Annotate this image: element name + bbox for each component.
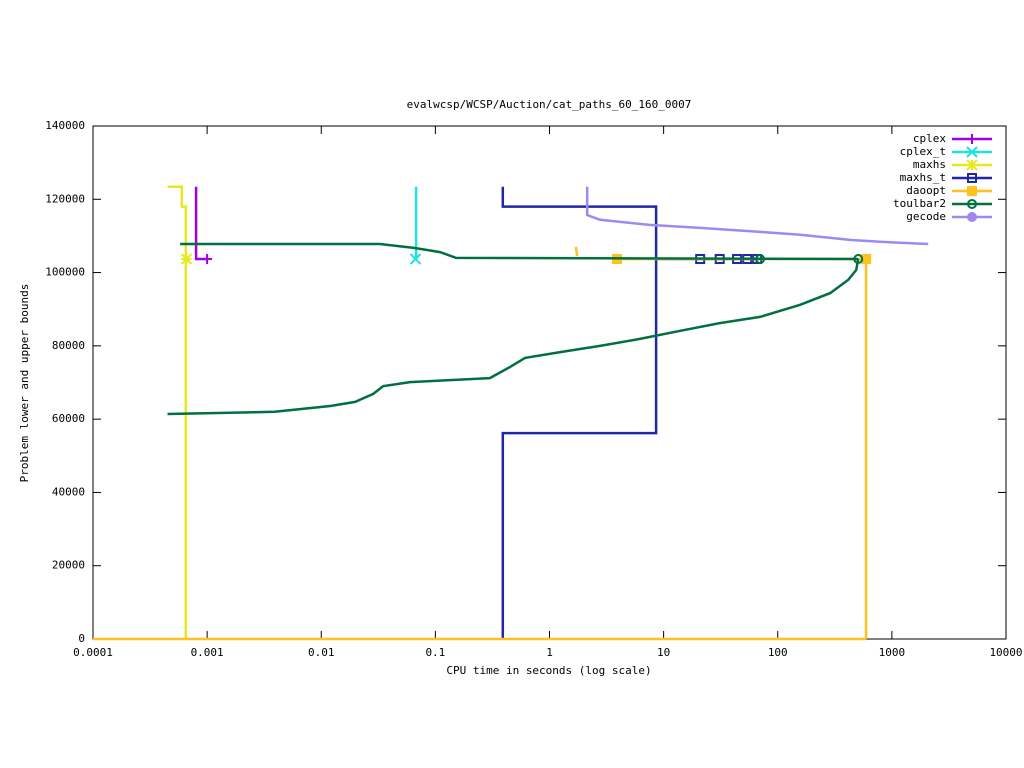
y-tick-label: 0	[78, 632, 85, 645]
marker	[409, 253, 422, 265]
plot-frame	[92, 125, 1007, 640]
legend-marker	[966, 159, 978, 171]
y-tick-label: 20000	[52, 559, 85, 572]
x-tick-label: 10000	[989, 646, 1022, 659]
y-tick-label: 60000	[52, 412, 85, 425]
series-line	[167, 242, 860, 416]
x-tick-label: 1	[546, 646, 553, 659]
y-tick-label: 120000	[45, 192, 85, 205]
legend-marker	[967, 173, 977, 183]
x-tick-label: 0.01	[308, 646, 335, 659]
x-tick-label: 0.1	[425, 646, 445, 659]
legend-label: cplex_t	[900, 145, 946, 158]
legend-marker	[967, 199, 977, 209]
marker	[755, 254, 766, 265]
y-tick-label: 40000	[52, 485, 85, 498]
series-line	[167, 185, 188, 639]
legend-label: cplex	[913, 132, 946, 145]
x-tick-label: 1000	[879, 646, 906, 659]
x-tick-label: 100	[768, 646, 788, 659]
y-tick-label: 140000	[45, 119, 85, 132]
legend-marker	[966, 146, 978, 158]
chart-title: evalwcsp/WCSP/Auction/cat_paths_60_160_0…	[407, 98, 692, 111]
legend-marker	[967, 134, 977, 144]
legend-label: daoopt	[906, 184, 946, 197]
series-line	[93, 246, 868, 641]
legend-marker	[967, 212, 977, 222]
legend-label: maxhs_t	[900, 171, 946, 184]
legend-label: toulbar2	[893, 197, 946, 210]
legend-label: maxhs	[913, 158, 946, 171]
legend-marker	[967, 186, 977, 196]
x-tick-label: 0.001	[191, 646, 224, 659]
y-tick-label: 100000	[45, 266, 85, 279]
marker	[861, 254, 872, 265]
x-tick-label: 10	[657, 646, 670, 659]
x-tick-label: 0.0001	[73, 646, 113, 659]
series-line	[194, 186, 208, 261]
marker	[853, 254, 864, 265]
series-line	[585, 186, 929, 246]
y-axis-label: Problem lower and upper bounds	[18, 284, 31, 483]
legend-label: gecode	[906, 210, 946, 223]
x-axis-label: CPU time in seconds (log scale)	[446, 664, 651, 677]
marker	[202, 254, 213, 265]
y-tick-label: 80000	[52, 339, 85, 352]
marker	[180, 253, 193, 265]
